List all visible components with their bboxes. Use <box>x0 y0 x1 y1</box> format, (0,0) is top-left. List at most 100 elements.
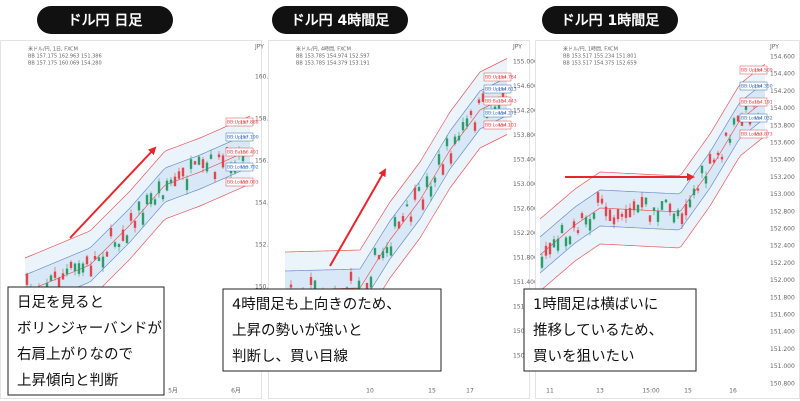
note-line: 右肩上がりなので <box>17 346 133 363</box>
y-tick-label: 151.200 <box>770 346 795 353</box>
candle-body <box>65 268 69 275</box>
candle-body <box>129 213 133 221</box>
panel-title: ドル円 1時間足 <box>561 12 661 29</box>
candle-body <box>720 156 724 160</box>
candle-body <box>465 118 469 127</box>
band-line <box>539 63 766 220</box>
candle-body <box>241 152 245 162</box>
panel-title: ドル円 日足 <box>68 13 144 29</box>
x-tick-label: 17 <box>466 388 474 395</box>
chart-legend-text: 米ドル/円, 4時間, FXCM <box>296 46 351 53</box>
band-line <box>284 58 508 253</box>
candle-body <box>205 162 209 172</box>
chart-legend-text: 米ドル/円, 1時間, FXCM <box>563 46 618 53</box>
candle-body <box>616 209 620 220</box>
candle-body <box>125 235 129 243</box>
note-line: 推移しているため、 <box>533 322 663 339</box>
candle-body <box>425 176 429 188</box>
band-tag-value: 154.784 <box>498 75 517 81</box>
y-tick-label: 155.000 <box>513 59 538 66</box>
band-fill-inner <box>25 133 250 309</box>
candle-body <box>716 152 720 155</box>
candle-body <box>580 213 584 219</box>
band-tag-value: 157.190 <box>240 135 259 141</box>
band-tag-value: 154.350 <box>754 84 773 90</box>
candle-body <box>632 201 636 211</box>
candle-body <box>157 181 161 194</box>
candle-body <box>564 237 568 247</box>
candle-body <box>644 197 648 205</box>
y-tick-label: 152.400 <box>770 243 795 250</box>
x-tick-label: 10 <box>366 388 374 395</box>
candle-body <box>57 277 61 289</box>
candle-body <box>113 242 117 247</box>
candle-body <box>552 239 556 248</box>
trend-arrow <box>329 168 386 267</box>
note-line: 買いを狙いたい <box>533 348 635 365</box>
candle-body <box>620 213 624 217</box>
band-tag-value: 154.272 <box>498 111 517 117</box>
candle-body <box>652 207 656 211</box>
x-tick-label: 11 <box>546 388 554 395</box>
candle-body <box>77 263 81 274</box>
candle-body <box>596 192 600 203</box>
band-tag-value: 154.191 <box>754 100 773 106</box>
candle-body <box>133 220 137 228</box>
candle-body <box>25 273 29 285</box>
trend-arrow <box>69 146 157 239</box>
note-line: 1時間足は横ばいに <box>533 296 658 313</box>
band-tag-value: 154.101 <box>498 123 517 129</box>
band-tag-label: BB:Upper <box>227 120 248 126</box>
candle-body <box>445 138 449 147</box>
band-tag-label: BB:Basis <box>485 99 505 105</box>
candle-body <box>201 159 205 168</box>
candle-body <box>548 242 552 255</box>
candle-body <box>109 228 113 237</box>
candle-body <box>93 256 97 260</box>
y-tick-label: 151.400 <box>770 329 795 336</box>
chart-legend-text: BB 153.517 155.234 151.801 <box>563 54 637 60</box>
chart-legend-text: BB 153.785 154.379 153.191 <box>296 61 370 67</box>
candle-body <box>684 203 688 216</box>
candle-body <box>357 280 361 292</box>
band-tag-box <box>483 72 512 82</box>
y-tick-label: 150.800 <box>770 380 795 387</box>
band-line <box>539 135 766 292</box>
candle-body <box>704 176 708 184</box>
candle-body <box>600 198 604 204</box>
y-tick-label: 154.000 <box>770 105 795 112</box>
band-line <box>539 117 766 274</box>
band-line <box>284 77 508 272</box>
band-tag-box <box>739 113 768 123</box>
axis-unit: JPY <box>512 44 522 51</box>
candle-body <box>149 193 153 205</box>
band-tag-label: BB:Upper <box>741 84 762 90</box>
y-tick-label: 153.200 <box>770 174 795 181</box>
y-tick-label: 152.000 <box>255 242 280 249</box>
candle-body <box>309 277 313 285</box>
candle-body <box>692 188 696 196</box>
candle-body <box>369 276 373 288</box>
candle-body <box>101 256 105 268</box>
candle-body <box>437 154 441 165</box>
band-fill-inner <box>285 77 507 309</box>
y-tick-label: 153.000 <box>770 191 795 198</box>
candle-body <box>61 273 65 280</box>
band-tag-box <box>483 108 512 118</box>
panel-title: ドル円 4時間足 <box>291 12 391 29</box>
candle-body <box>97 257 101 261</box>
candle-body <box>153 199 157 205</box>
candle-body <box>53 271 57 278</box>
y-tick-label: 153.600 <box>770 140 795 147</box>
candle-body <box>724 132 728 136</box>
candle-body <box>389 246 393 256</box>
candle-body <box>397 221 401 229</box>
candle-body <box>189 159 193 169</box>
candle-body <box>592 212 596 219</box>
candle-body <box>664 199 668 203</box>
note-line: 4時間足も上向きのため、 <box>232 296 401 313</box>
y-tick-label: 153.400 <box>770 157 795 164</box>
y-tick-label: 151.800 <box>770 294 795 301</box>
title-pill <box>37 6 173 34</box>
